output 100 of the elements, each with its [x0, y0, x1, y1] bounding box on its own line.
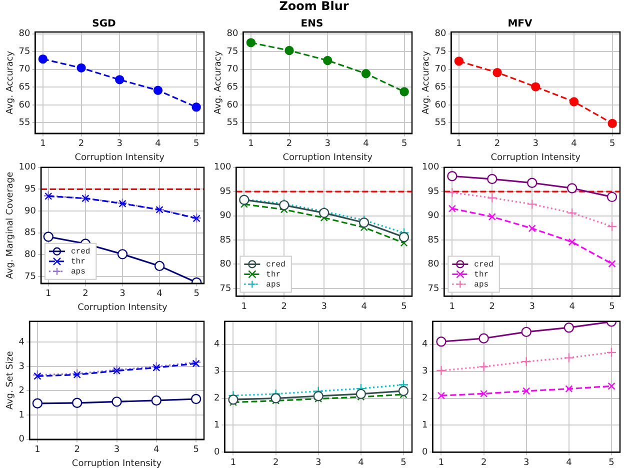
x-tick-label: 5 [608, 458, 614, 468]
y-axis-title: Avg. Set Size [6, 350, 16, 410]
y-tick-label: 0 [214, 448, 220, 458]
y-tick-label: 70 [18, 64, 31, 75]
x-tick-label: 1 [449, 302, 456, 312]
x-tick-label: 2 [74, 445, 80, 456]
x-tick-label: 3 [529, 302, 535, 312]
x-tick-label: 5 [609, 302, 615, 312]
legend-label: thr [474, 270, 489, 280]
x-tick-label: 4 [156, 289, 163, 300]
x-tick-label: 2 [489, 302, 495, 312]
legend-label: thr [70, 258, 86, 267]
y-tick-label: 90 [428, 211, 440, 222]
x-tick-label: 5 [194, 289, 200, 300]
x-tick-label: 4 [569, 302, 576, 312]
y-tick-label: 3 [214, 366, 220, 377]
legend-label: thr [266, 270, 281, 280]
x-tick-label: 2 [494, 139, 500, 150]
x-tick-label: 1 [456, 139, 462, 150]
legend-label: aps [266, 280, 281, 290]
x-tick-label: 2 [286, 139, 292, 150]
y-tick-label: 100 [214, 162, 232, 173]
y-tick-label: 65 [434, 82, 446, 92]
legend-label: cred [474, 260, 494, 270]
x-tick-label: 1 [241, 302, 248, 312]
x-tick-label: 3 [523, 458, 530, 468]
x-tick-label: 5 [401, 139, 408, 150]
x-axis-title: Corruption Intensity [282, 152, 374, 163]
y-tick-label: 75 [24, 272, 36, 282]
y-tick-label: 1 [422, 420, 428, 431]
y-tick-label: 95 [220, 186, 232, 197]
y-tick-label: 100 [422, 162, 440, 173]
x-tick-label: 5 [193, 445, 199, 456]
legend-label: aps [70, 268, 86, 277]
y-tick-label: 0 [18, 434, 25, 445]
x-tick-label: 2 [272, 458, 279, 468]
x-tick-label: 3 [116, 139, 122, 150]
x-tick-label: 5 [609, 139, 616, 150]
x-axis-title: Corruption Intensity [78, 302, 168, 313]
x-tick-label: 4 [361, 302, 368, 312]
x-tick-label: 4 [566, 458, 572, 468]
x-tick-label: 2 [78, 139, 84, 150]
y-tick-label: 75 [18, 46, 30, 57]
x-tick-label: 1 [46, 289, 52, 300]
legend-label: cred [266, 260, 286, 270]
legend-label: cred [70, 248, 90, 257]
y-tick-label: 2 [422, 394, 428, 404]
x-tick-label: 2 [82, 289, 88, 300]
y-tick-label: 0 [422, 448, 428, 458]
x-tick-label: 3 [532, 139, 538, 150]
x-axis-title: Corruption Intensity [490, 152, 582, 163]
y-tick-label: 85 [428, 235, 440, 246]
y-tick-label: 80 [434, 29, 447, 40]
y-tick-label: 75 [226, 46, 238, 57]
y-tick-label: 3 [18, 362, 25, 372]
y-tick-label: 60 [434, 100, 447, 110]
y-tick-label: 4 [214, 340, 220, 350]
y-tick-label: 65 [226, 82, 238, 92]
x-tick-label: 4 [154, 445, 160, 456]
x-tick-label: 3 [315, 458, 322, 468]
chart-title: MFV [508, 18, 533, 30]
y-axis-title: Avg. Accuracy [422, 50, 432, 114]
x-tick-label: 3 [114, 445, 120, 456]
x-tick-label: 4 [363, 139, 370, 150]
y-tick-label: 90 [220, 211, 232, 222]
y-tick-label: 2 [18, 386, 25, 396]
x-tick-label: 3 [120, 289, 126, 300]
y-tick-label: 85 [24, 228, 36, 238]
y-tick-label: 85 [220, 235, 232, 246]
chart-title: ENS [300, 18, 324, 30]
y-tick-label: 3 [422, 366, 428, 377]
y-tick-label: 55 [226, 118, 238, 128]
y-tick-label: 2 [214, 394, 220, 404]
y-tick-label: 65 [18, 82, 30, 92]
text: Zoom Blur [278, 0, 350, 13]
y-tick-label: 80 [18, 29, 31, 40]
y-tick-label: 100 [18, 162, 36, 173]
x-tick-label: 2 [281, 302, 287, 312]
y-tick-label: 95 [24, 184, 36, 195]
x-tick-label: 5 [193, 139, 200, 150]
y-tick-label: 55 [18, 118, 30, 128]
x-tick-label: 3 [321, 302, 327, 312]
y-axis-title: Avg. Marginal Coverage [6, 171, 16, 279]
x-tick-label: 5 [400, 458, 406, 468]
x-tick-label: 1 [248, 139, 254, 150]
x-tick-label: 2 [480, 458, 487, 468]
y-axis-title: Avg. Accuracy [6, 50, 16, 114]
y-tick-label: 80 [24, 250, 36, 260]
chart-title: SGD [92, 18, 116, 30]
y-tick-label: 1 [18, 410, 25, 420]
x-axis-title: Corruption Intensity [74, 152, 166, 163]
y-tick-label: 80 [226, 29, 239, 40]
x-tick-label: 3 [324, 139, 330, 150]
y-tick-label: 70 [434, 64, 447, 75]
y-tick-label: 75 [220, 284, 232, 294]
y-tick-label: 1 [214, 420, 220, 431]
x-tick-label: 4 [571, 139, 578, 150]
y-tick-label: 55 [434, 118, 446, 128]
y-tick-label: 70 [226, 64, 239, 75]
y-tick-label: 4 [18, 337, 25, 348]
